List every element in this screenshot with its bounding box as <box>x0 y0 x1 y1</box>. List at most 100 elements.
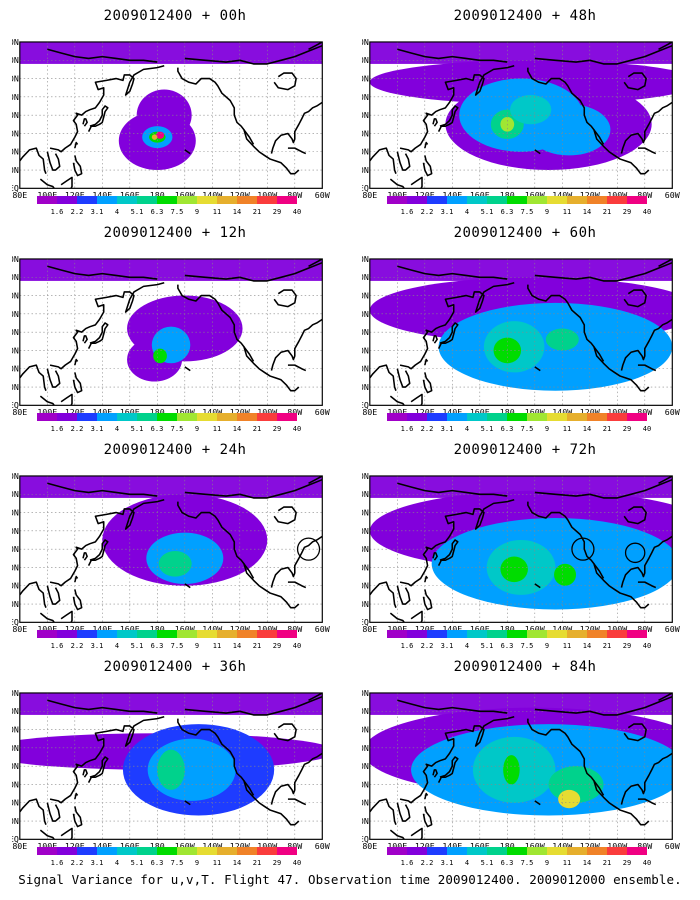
colorbar-swatch <box>57 196 77 204</box>
lon-tick-label: 80E <box>362 190 377 200</box>
colorbar-label: 6.3 <box>151 208 164 216</box>
colorbar-label: 4 <box>465 859 469 867</box>
lat-tick-label: 50N <box>12 526 19 536</box>
lon-tick-label: 80E <box>12 190 27 200</box>
colorbar-label: 1.6 <box>51 208 64 216</box>
colorbar-swatch <box>407 196 427 204</box>
coastline <box>432 335 438 344</box>
colorbar-label: 2.2 <box>421 859 434 867</box>
lon-tick-label: 100W <box>257 841 277 851</box>
colorbar-label: 21 <box>253 208 261 216</box>
lat-tick-label: 10N <box>362 816 369 826</box>
colorbar-label: 29 <box>273 642 281 650</box>
coastline <box>184 800 191 806</box>
colorbar-label: 1.6 <box>51 859 64 867</box>
colorbar-swatch <box>587 630 607 638</box>
colorbar-label: 4 <box>115 425 119 433</box>
lat-tick-label: 40N <box>362 544 369 554</box>
coastline <box>396 802 411 822</box>
colorbar-label: 3.1 <box>91 208 104 216</box>
coastline <box>87 756 109 783</box>
map-panel: 2009012400 + 36h EQ 10N 20N 30N 40N 50N 60N 70N 8… <box>0 651 350 876</box>
coastline <box>243 780 255 796</box>
lon-tick-label: 80W <box>287 841 302 851</box>
lon-tick-label: 140E <box>442 624 462 634</box>
coastline <box>410 827 423 840</box>
coastline <box>399 499 515 587</box>
colorbar-label: 9 <box>195 642 199 650</box>
observation-circle <box>624 542 646 564</box>
colorbar-label: 2.2 <box>71 859 84 867</box>
colorbar-swatch <box>427 413 447 421</box>
colorbar-label: 7.5 <box>521 859 534 867</box>
lon-tick-label: 140W <box>202 407 222 417</box>
colorbar-swatch <box>627 847 647 855</box>
coastline <box>389 612 406 623</box>
lon-tick-label: 160W <box>525 841 545 851</box>
lat-tick-label: 80N <box>362 38 369 47</box>
coastline <box>60 393 73 406</box>
coastline <box>623 72 647 91</box>
lat-tick-label: 40N <box>12 761 19 771</box>
colorbar-label: 40 <box>643 425 651 433</box>
colorbar-label: 11 <box>563 425 571 433</box>
colorbar-label: 5.1 <box>131 425 144 433</box>
coastline <box>270 752 323 805</box>
coastline <box>177 501 300 609</box>
colorbar-label: 2.2 <box>71 208 84 216</box>
colorbar-swatch <box>467 847 487 855</box>
colorbar-label: 9 <box>195 425 199 433</box>
coastline <box>74 575 79 583</box>
coastline <box>49 65 165 153</box>
coastline <box>49 499 165 587</box>
coastline <box>389 178 406 189</box>
colorbar-label: 40 <box>643 859 651 867</box>
colorbar-swatch <box>527 630 547 638</box>
colorbar-swatch <box>177 630 197 638</box>
lon-tick-label: 80W <box>637 841 652 851</box>
coastline <box>620 318 673 371</box>
colorbar-label: 1.6 <box>51 425 64 433</box>
colorbar-label: 40 <box>643 208 651 216</box>
lon-tick-label: 80W <box>287 190 302 200</box>
colorbar-swatch <box>77 630 97 638</box>
coastline <box>534 708 590 714</box>
colorbar-swatch <box>407 847 427 855</box>
coastlines <box>19 475 323 623</box>
lon-tick-label: 120E <box>415 190 435 200</box>
variance-contour <box>153 348 167 364</box>
lon-tick-label: 100W <box>607 841 627 851</box>
lon-tick-label: 160E <box>470 841 490 851</box>
colorbar-swatch <box>37 196 57 204</box>
lon-tick-label: 140E <box>92 624 112 634</box>
coastline <box>534 149 541 155</box>
observation-circle <box>571 537 595 561</box>
variance-field <box>369 258 673 391</box>
lat-tick-label: 70N <box>12 489 19 499</box>
lon-tick-label: 120W <box>580 841 600 851</box>
colorbar-label: 9 <box>545 425 549 433</box>
coastline <box>534 366 541 372</box>
colorbar-label: 3.1 <box>91 859 104 867</box>
coastline <box>369 581 397 608</box>
lat-tick-label: 10N <box>12 816 19 826</box>
colorbar-swatch <box>387 630 407 638</box>
colorbar-label: 4 <box>465 642 469 650</box>
map-frame <box>19 692 323 840</box>
lon-tick-label: 120E <box>65 841 85 851</box>
colorbar-label: 11 <box>213 208 221 216</box>
colorbar-label: 21 <box>253 642 261 650</box>
lat-tick-label: 10N <box>12 165 19 175</box>
colorbar-swatch <box>117 413 137 421</box>
lon-tick-label: 100E <box>37 407 57 417</box>
variance-contour <box>155 131 165 139</box>
coastline <box>593 780 605 796</box>
coastline <box>527 284 650 392</box>
coastline <box>534 57 590 63</box>
variance-contour <box>157 749 185 790</box>
coastline <box>46 585 61 605</box>
lon-tick-label: 100W <box>257 190 277 200</box>
lon-tick-label: 60W <box>665 624 680 634</box>
colorbar-swatch <box>237 630 257 638</box>
map-frame <box>369 692 673 840</box>
